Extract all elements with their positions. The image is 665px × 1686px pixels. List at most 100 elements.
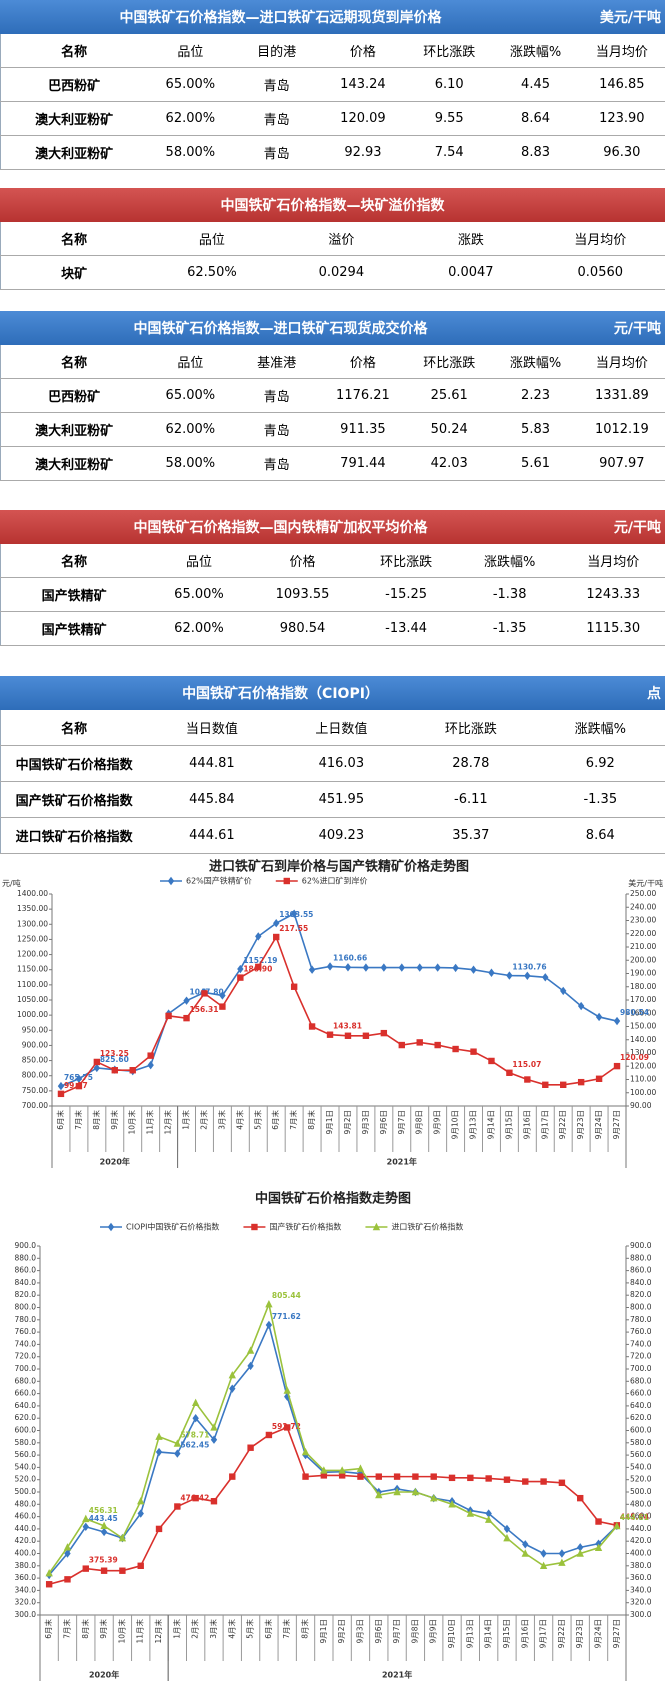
column-header: 品位: [147, 345, 234, 379]
x-tick-label: 9月10日: [451, 1110, 460, 1139]
table-header-row: 名称 品位 价格 环比涨跌 涨跌幅% 当月均价: [0, 544, 665, 578]
series-line: [48, 1426, 618, 1586]
y-tick-label: 900.0: [15, 1241, 37, 1250]
y2-tick-label: 160.00: [630, 1008, 656, 1017]
column-header: 价格: [319, 34, 407, 68]
marker: [542, 973, 549, 982]
x-tick-label: 9月3日: [361, 1110, 370, 1135]
y2-tick-label: 460.0: [630, 1512, 652, 1521]
y-tick-label: 1250.00: [17, 934, 48, 943]
table-unit: 点: [647, 686, 661, 702]
column-header: 当日数值: [147, 710, 277, 746]
y-tick-label: 480.0: [15, 1499, 37, 1508]
y2-tick-label: 400.0: [630, 1549, 652, 1558]
table-cell: -6.11: [406, 781, 536, 818]
value-label: 980.54: [620, 1008, 649, 1017]
y2-tick-label: 660.0: [630, 1389, 652, 1398]
y2-tick-label: 800.0: [630, 1303, 652, 1312]
table-cell: 96.30: [578, 135, 665, 170]
table-cell: 1012.19: [578, 412, 665, 447]
table-cell: 445.84: [147, 781, 277, 818]
y-tick-label: 300.0: [15, 1610, 37, 1619]
y2-tick-label: 230.00: [630, 916, 656, 925]
x-tick-label: 9月23日: [576, 1110, 585, 1139]
table-cell: 6.10: [406, 67, 493, 102]
marker: [183, 1014, 190, 1022]
marker: [320, 1466, 328, 1474]
x-tick-label: 6月末: [43, 1619, 53, 1639]
table-row: 块矿 62.50% 0.0294 0.0047 0.0560: [0, 255, 665, 290]
group-label: 2020年: [89, 1670, 119, 1680]
y2-tick-label: 210.00: [630, 942, 656, 951]
column-header: 品位: [147, 222, 277, 256]
table-cell: 62.00%: [147, 611, 251, 646]
x-tick-label: 9月1日: [325, 1110, 334, 1135]
table-cell: 澳大利亚粉矿: [0, 101, 148, 136]
column-header: 当月均价: [535, 222, 665, 256]
column-header: 价格: [250, 544, 355, 578]
y-tick-label: 500.0: [15, 1487, 37, 1496]
legend-marker: [251, 1223, 258, 1231]
x-tick-label: 8月末: [306, 1110, 316, 1130]
x-tick-label: 9月13日: [465, 1619, 474, 1648]
y2-tick-label: 720.0: [630, 1352, 652, 1361]
x-tick-label: 9月8日: [410, 1619, 419, 1644]
y2-tick-label: 140.00: [630, 1035, 656, 1044]
marker: [338, 1472, 346, 1479]
y-tick-label: 640.0: [15, 1401, 37, 1410]
table-cell: 65.00%: [147, 577, 251, 612]
marker: [192, 1494, 199, 1502]
marker: [100, 1567, 108, 1574]
y2-tick-label: 620.0: [630, 1413, 652, 1422]
x-tick-label: 9月7日: [392, 1619, 401, 1644]
marker: [558, 1558, 566, 1566]
marker: [290, 983, 298, 990]
marker: [75, 1082, 83, 1090]
column-header: 名称: [0, 710, 148, 746]
table-cell: 进口铁矿石价格指数: [0, 817, 148, 854]
marker: [524, 1076, 531, 1083]
y-tick-label: 540.0: [15, 1462, 37, 1471]
table-cell: 50.24: [406, 412, 493, 447]
column-header: 名称: [0, 345, 148, 379]
table-cell: 9.55: [406, 101, 493, 136]
y-tick-label: 400.0: [15, 1549, 37, 1558]
y2-tick-label: 120.00: [630, 1061, 656, 1070]
x-tick-label: 9月末: [109, 1110, 119, 1130]
x-tick-label: 7月末: [281, 1619, 291, 1639]
marker: [155, 1525, 163, 1533]
y-tick-label: 380.0: [15, 1561, 37, 1570]
y2-tick-label: 680.0: [630, 1376, 652, 1385]
y-tick-label: 720.0: [15, 1352, 37, 1361]
value-label: 578.71: [180, 1431, 209, 1440]
y2-tick-label: 780.0: [630, 1315, 652, 1324]
marker: [82, 1514, 90, 1523]
table-title: 中国铁矿石价格指数（CIOPI）: [182, 686, 379, 702]
table-cell: 5.61: [492, 446, 579, 481]
y-tick-label: 600.0: [15, 1426, 37, 1435]
table-header-row: 名称 当日数值 上日数值 环比涨跌 涨跌幅%: [0, 710, 665, 746]
marker: [595, 1075, 603, 1082]
marker: [613, 1016, 621, 1026]
table-cell: -15.25: [354, 577, 458, 612]
table-cell: 国产铁精矿: [0, 611, 148, 646]
marker: [174, 1503, 181, 1510]
y2-tick-label: 480.0: [630, 1499, 652, 1508]
y-tick-label: 740.0: [15, 1339, 37, 1348]
legend-marker: [107, 1222, 115, 1232]
x-tick-label: 9月2日: [343, 1110, 352, 1135]
x-tick-label: 7月末: [73, 1110, 83, 1130]
y2-tick-label: 110.00: [630, 1075, 656, 1084]
table-header-bar: 中国铁矿石价格指数—进口铁矿石远期现货到岸价格 美元/干吨: [0, 0, 665, 34]
table-cell: 块矿: [0, 255, 148, 290]
value-label: 825.60: [100, 1055, 129, 1064]
y2-tick-label: 100.00: [630, 1088, 656, 1097]
y-tick-label: 950.00: [22, 1025, 48, 1034]
y2-tick-label: 360.0: [630, 1573, 652, 1582]
marker: [219, 1003, 226, 1010]
y2-tick-label: 600.0: [630, 1426, 652, 1435]
x-tick-label: 9月22日: [558, 1110, 567, 1139]
y2-axis-label: 美元/干吨: [628, 878, 663, 888]
y-tick-label: 340.0: [15, 1585, 37, 1594]
marker: [576, 1549, 584, 1557]
